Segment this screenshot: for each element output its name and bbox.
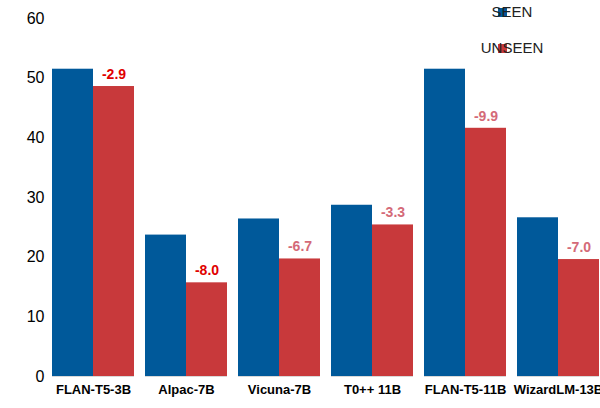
svg-text:FLAN-T5-11B: FLAN-T5-11B [425,382,507,397]
svg-text:WizardLM-13B: WizardLM-13B [514,382,600,397]
svg-text:60: 60 [27,10,45,27]
svg-text:-7.0: -7.0 [567,239,591,255]
svg-text:-2.9: -2.9 [102,66,126,82]
svg-text:20: 20 [27,248,45,265]
svg-text:Alpac-7B: Alpac-7B [158,382,214,397]
svg-text:0: 0 [36,368,45,385]
svg-text:-8.0: -8.0 [195,262,219,278]
svg-text:Vicuna-7B: Vicuna-7B [248,382,311,397]
svg-text:SEEN: SEEN [492,3,533,20]
svg-text:FLAN-T5-3B: FLAN-T5-3B [56,382,131,397]
svg-text:UNSEEN: UNSEEN [481,39,544,56]
svg-text:40: 40 [27,129,45,146]
svg-text:30: 30 [27,189,45,206]
svg-text:-9.9: -9.9 [474,108,498,124]
svg-text:-6.7: -6.7 [288,238,312,254]
svg-text:-3.3: -3.3 [381,204,405,220]
svg-text:50: 50 [27,69,45,86]
svg-text:10: 10 [27,308,45,325]
svg-text:T0++ 11B: T0++ 11B [344,382,401,397]
